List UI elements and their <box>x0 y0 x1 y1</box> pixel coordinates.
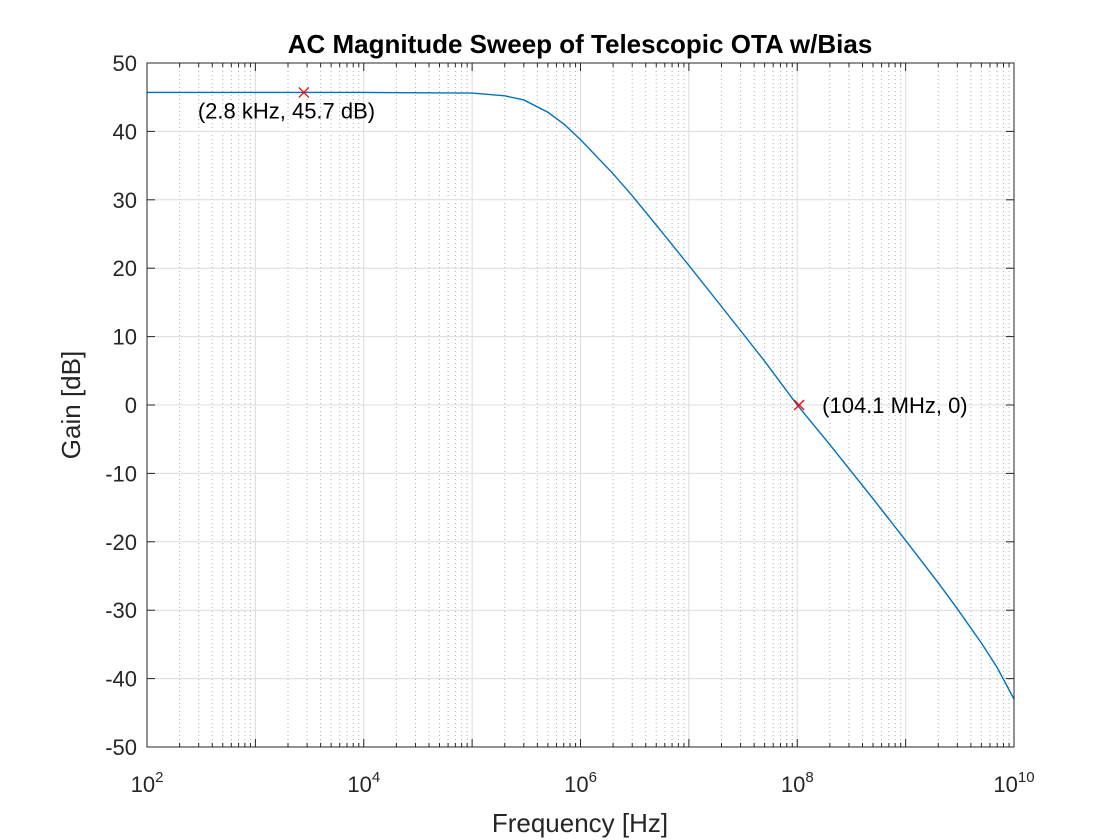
y-tick-label: -40 <box>105 667 137 692</box>
x-tick-label: 102 <box>131 769 164 797</box>
y-tick-label: 0 <box>125 393 137 418</box>
x-tick-exponent: 6 <box>589 769 597 786</box>
x-tick-base: 10 <box>781 772 805 797</box>
y-tick-label: 40 <box>113 119 137 144</box>
y-tick-label: 30 <box>113 188 137 213</box>
series-layer <box>147 91 1015 700</box>
data-marker <box>793 399 805 411</box>
x-tick-base: 10 <box>993 772 1017 797</box>
y-tick-label: -30 <box>105 598 137 623</box>
x-tick-base: 10 <box>347 772 371 797</box>
x-tick-label: 1010 <box>993 769 1034 797</box>
x-tick-label: 104 <box>347 769 380 797</box>
y-tick-label: 10 <box>113 325 137 350</box>
marker-stroke <box>298 86 310 98</box>
x-axis-label: Frequency [Hz] <box>492 808 668 838</box>
axes <box>146 62 1015 748</box>
x-tick-exponent: 2 <box>155 769 163 786</box>
x-tick-label: 106 <box>564 769 597 797</box>
x-tick-base: 10 <box>131 772 155 797</box>
y-tick-label: 50 <box>113 51 137 76</box>
data-label: (104.1 MHz, 0) <box>822 393 968 418</box>
marker-layer: (2.8 kHz, 45.7 dB) (104.1 MHz, 0) <box>198 86 968 418</box>
x-tick-exponent: 10 <box>1018 769 1035 786</box>
data-marker <box>298 86 310 98</box>
data-label: (2.8 kHz, 45.7 dB) <box>198 98 375 123</box>
chart-title: AC Magnitude Sweep of Telescopic OTA w/B… <box>288 29 873 59</box>
y-axis-label: Gain [dB] <box>56 351 86 459</box>
y-tick-label: -50 <box>105 735 137 760</box>
x-tick-exponent: 8 <box>805 769 813 786</box>
marker-stroke <box>793 399 805 411</box>
x-tick-base: 10 <box>564 772 588 797</box>
series-line <box>147 91 1015 700</box>
x-tick-exponent: 4 <box>372 769 380 786</box>
y-tick-label: 20 <box>113 256 137 281</box>
y-tick-label: -10 <box>105 461 137 486</box>
y-tick-label: -20 <box>105 530 137 555</box>
x-tick-label: 108 <box>781 769 814 797</box>
